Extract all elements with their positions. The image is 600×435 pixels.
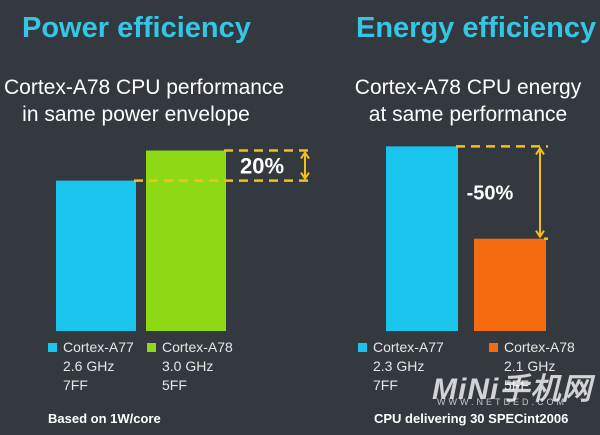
power-subtitle-line2: in same power envelope — [22, 103, 250, 126]
legend-text: Cortex-A78 3.0 GHz 5FF — [162, 338, 233, 395]
energy-efficiency-subtitle: Cortex-A78 CPU energy at same performanc… — [340, 74, 596, 128]
legend-node: 7FF — [63, 377, 88, 393]
watermark-logo: MiNi手机网 — [432, 373, 593, 406]
legend-text: Cortex-A77 2.6 GHz 7FF — [63, 338, 134, 395]
legend-swatch — [358, 343, 367, 352]
bar-cortex-a77 — [386, 146, 458, 331]
legend-name: Cortex-A77 — [373, 339, 444, 355]
arrow-head-up — [300, 150, 310, 160]
legend-text: Cortex-A77 2.3 GHz 7FF — [373, 338, 444, 395]
power-efficiency-title: Power efficiency — [22, 12, 251, 44]
arrow-head-down — [535, 230, 545, 239]
bar-cortex-a78 — [146, 150, 226, 331]
bar-cortex-a78 — [474, 238, 546, 331]
power-subtitle-line1: Cortex-A78 CPU performance — [4, 76, 285, 99]
legend-node: 5FF — [504, 377, 529, 393]
legend-text: Cortex-A78 2.1 GHz 5FF — [504, 338, 575, 395]
power-efficiency-subtitle: Cortex-A78 CPU performance in same power… — [4, 74, 285, 128]
watermark-url: WWW.NETDED.COM — [437, 397, 567, 407]
legend-name: Cortex-A78 — [504, 339, 575, 355]
arrow-head-down — [300, 172, 310, 181]
energy-efficiency-title: Energy efficiency — [356, 12, 597, 44]
legend-name: Cortex-A77 — [63, 339, 134, 355]
energy-subtitle-line1: Cortex-A78 CPU energy — [354, 76, 582, 99]
power-footnote: Based on 1W/core — [48, 411, 161, 426]
difference-label: -50% — [467, 183, 514, 205]
energy-subtitle-line2: at same performance — [368, 103, 568, 126]
legend-swatch — [48, 343, 57, 352]
energy-footnote: CPU delivering 30 SPECint2006 — [374, 411, 569, 426]
legend-swatch — [147, 343, 156, 352]
legend-swatch — [489, 343, 498, 352]
legend-name: Cortex-A78 — [162, 339, 233, 355]
legend-freq: 3.0 GHz — [162, 358, 214, 374]
bar-cortex-a77 — [56, 180, 136, 331]
legend-node: 5FF — [162, 377, 187, 393]
difference-label: 20% — [240, 153, 284, 178]
legend-node: 7FF — [373, 377, 398, 393]
legend-freq: 2.1 GHz — [504, 358, 556, 374]
legend-freq: 2.6 GHz — [63, 358, 115, 374]
arrow-head-up — [535, 146, 545, 155]
legend-freq: 2.3 GHz — [373, 358, 425, 374]
